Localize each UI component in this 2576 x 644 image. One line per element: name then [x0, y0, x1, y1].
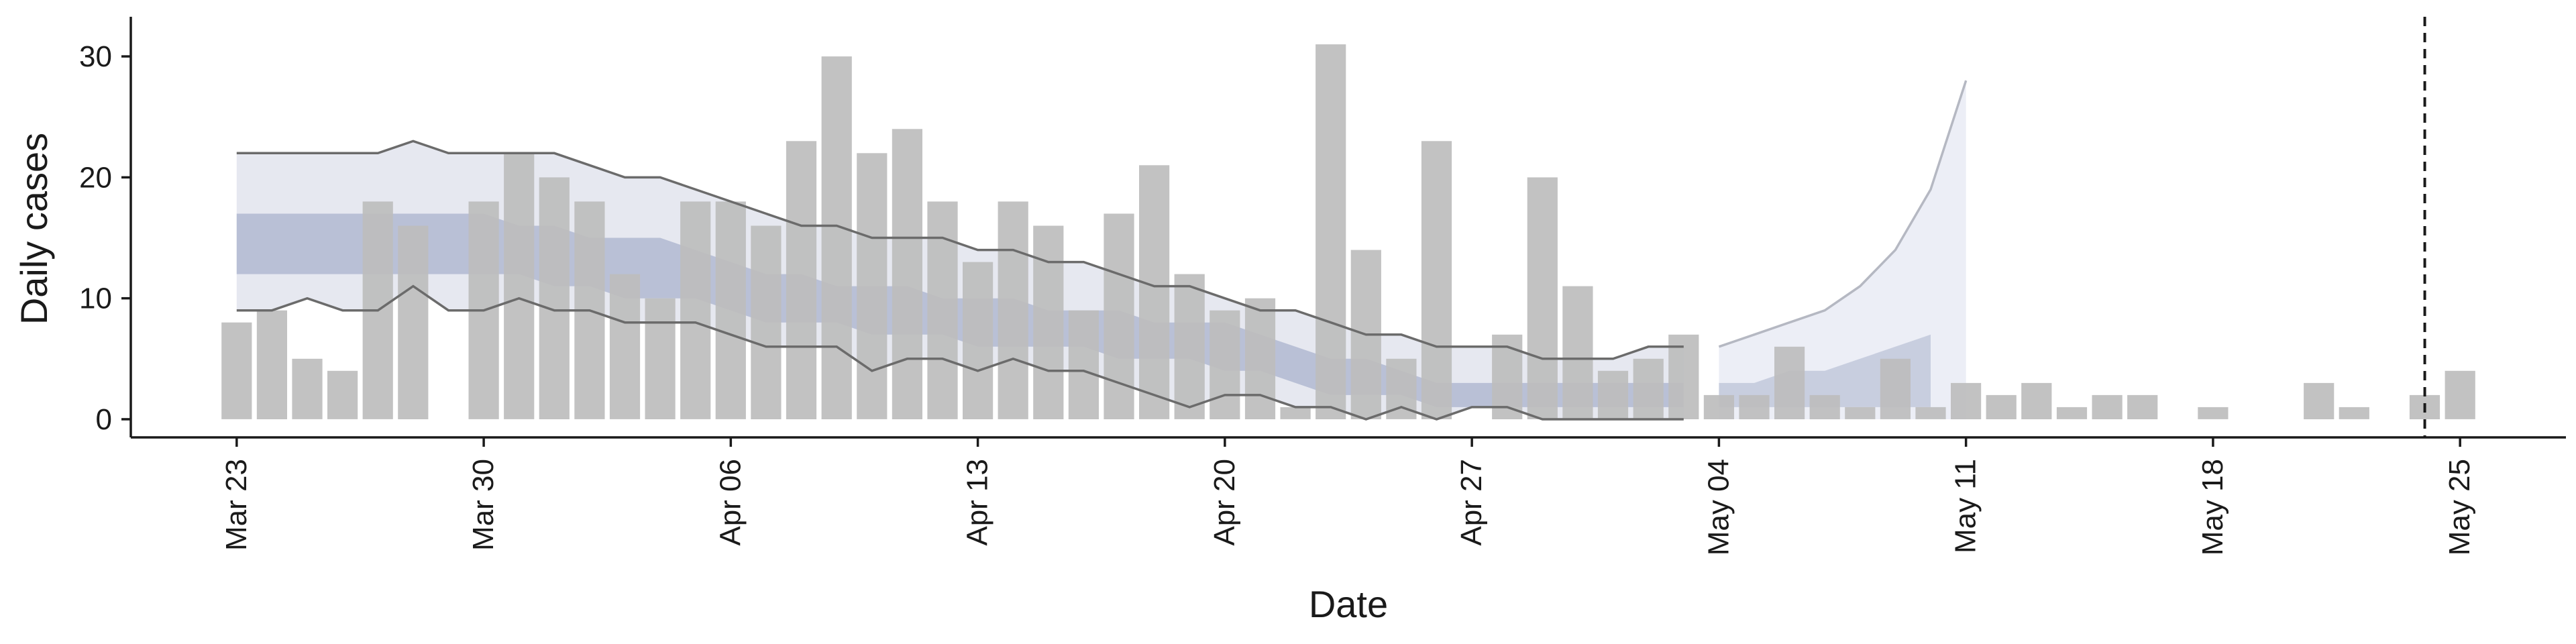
case-bar [1597, 370, 1629, 419]
case-bar [1104, 213, 1134, 419]
case-bar [1386, 358, 1417, 419]
forecast-upper-line [1718, 80, 1968, 348]
nowcast-upper-line [236, 140, 1684, 360]
case-bar [1421, 141, 1452, 420]
case-bar [2304, 382, 2334, 419]
nowcast-outer-band [236, 141, 1684, 420]
case-bar [680, 201, 711, 419]
case-bar [2127, 394, 2158, 419]
case-bar [1668, 334, 1699, 419]
case-bar [327, 370, 358, 419]
x-tick-label: Apr 06 [714, 459, 747, 546]
case-bar [1774, 346, 1805, 419]
x-tick-label: Mar 23 [220, 459, 253, 551]
forecast-inner-band [1719, 334, 1931, 407]
y-tick-label: 10 [79, 282, 112, 315]
case-bar [1880, 358, 1911, 419]
case-bar [2198, 407, 2229, 419]
case-bar [1527, 177, 1558, 419]
case-bar [1809, 394, 1840, 419]
case-bar [2056, 407, 2088, 419]
y-tick-label: 30 [79, 40, 112, 73]
case-bar [892, 129, 922, 420]
x-tick-label: May 25 [2443, 459, 2476, 555]
case-bar [857, 153, 888, 419]
case-bar [609, 274, 641, 419]
case-bar [927, 201, 958, 419]
case-bar [645, 298, 676, 419]
chart-axes [129, 17, 2566, 439]
x-tick-label: Apr 13 [961, 459, 994, 546]
case-bar [2092, 394, 2123, 419]
y-axis-title: Daily cases [13, 133, 55, 325]
x-axis-ticks: Mar 23 Mar 30 Apr 06 Apr 13 Apr 20 Apr 27 May … [220, 437, 2476, 555]
x-tick-label: Apr 20 [1208, 459, 1241, 546]
case-bar [256, 310, 287, 419]
x-tick-label: Mar 30 [467, 459, 500, 551]
case-bar [1915, 407, 1946, 419]
case-bar [751, 225, 782, 419]
case-bar [1316, 44, 1346, 420]
x-tick-label: May 18 [2196, 459, 2229, 555]
nowcast-lower-line [236, 284, 1684, 421]
case-bar [398, 225, 429, 419]
case-bar [998, 201, 1028, 419]
x-tick-label: May 04 [1702, 459, 1735, 555]
x-tick-label: Apr 27 [1455, 459, 1488, 546]
daily-case-bars [221, 44, 2475, 420]
y-axis-ticks: 0 10 20 30 [79, 40, 131, 436]
case-bar [786, 141, 817, 420]
case-bar [1280, 407, 1311, 419]
case-bar [821, 56, 852, 420]
case-bar [1033, 225, 1064, 419]
band-boundary-lines [236, 80, 1968, 421]
case-bar [1562, 286, 1593, 419]
case-bar [1068, 310, 1099, 419]
case-bar [1139, 165, 1170, 419]
case-bar [1492, 334, 1523, 419]
case-bar [1210, 310, 1240, 419]
case-bar [715, 201, 746, 419]
case-bar [504, 153, 535, 419]
case-bar [2445, 370, 2475, 419]
case-bar [2021, 382, 2052, 419]
case-bar [2339, 407, 2369, 419]
case-bar [1244, 298, 1276, 419]
case-bar [1703, 394, 1734, 419]
case-bar [539, 177, 570, 419]
case-bar [1951, 382, 1982, 419]
case-bar [1986, 394, 2017, 419]
case-bar [1633, 358, 1664, 419]
case-bar [221, 322, 252, 419]
case-bar [292, 358, 323, 419]
y-tick-label: 0 [96, 403, 112, 436]
x-axis-title: Date [1309, 583, 1388, 625]
y-tick-label: 20 [79, 161, 112, 194]
case-bar [1174, 274, 1205, 419]
forecast-outer-band [1719, 80, 1966, 419]
x-tick-label: May 11 [1949, 459, 1982, 553]
case-bar [963, 262, 994, 419]
case-bar [1845, 407, 1876, 419]
case-bar [1739, 394, 1770, 419]
